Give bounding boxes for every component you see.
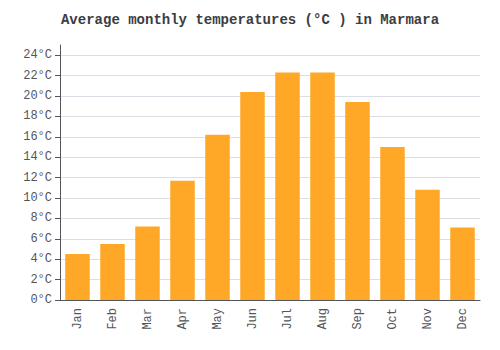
svg-text:May: May xyxy=(211,308,225,330)
svg-text:Aug: Aug xyxy=(316,308,330,330)
svg-text:Jun: Jun xyxy=(246,308,260,330)
svg-text:14°C: 14°C xyxy=(23,150,52,164)
svg-text:18°C: 18°C xyxy=(23,109,52,123)
svg-text:Jan: Jan xyxy=(71,308,85,330)
svg-text:12°C: 12°C xyxy=(23,171,52,185)
svg-text:Feb: Feb xyxy=(106,308,120,330)
svg-text:0°C: 0°C xyxy=(30,293,52,307)
svg-text:Dec: Dec xyxy=(456,308,470,330)
svg-text:Mar: Mar xyxy=(141,308,155,330)
svg-text:10°C: 10°C xyxy=(23,191,52,205)
svg-text:Jul: Jul xyxy=(281,308,295,330)
svg-text:16°C: 16°C xyxy=(23,130,52,144)
svg-text:Sep: Sep xyxy=(351,308,365,330)
svg-text:24°C: 24°C xyxy=(23,48,52,62)
svg-text:6°C: 6°C xyxy=(30,232,52,246)
svg-text:Nov: Nov xyxy=(421,308,435,330)
svg-text:Apr: Apr xyxy=(176,308,190,330)
svg-text:22°C: 22°C xyxy=(23,69,52,83)
svg-text:8°C: 8°C xyxy=(30,211,52,225)
svg-text:2°C: 2°C xyxy=(30,273,52,287)
svg-text:Average monthly temperatures (: Average monthly temperatures (°C ) in Ma… xyxy=(61,12,440,28)
svg-text:20°C: 20°C xyxy=(23,89,52,103)
svg-text:Oct: Oct xyxy=(386,308,400,330)
svg-text:4°C: 4°C xyxy=(30,252,52,266)
